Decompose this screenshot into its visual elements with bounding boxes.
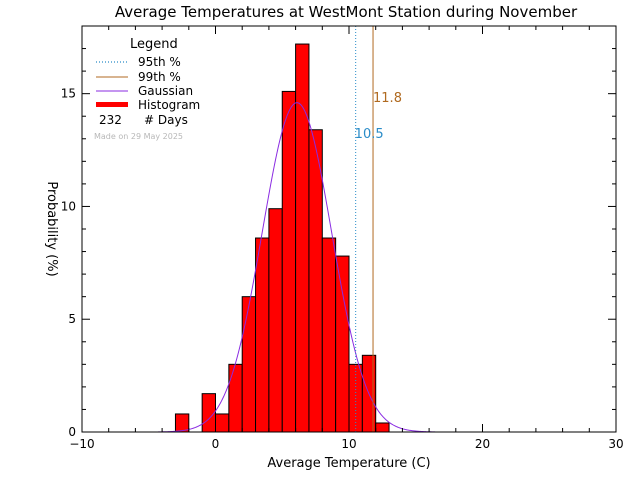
x-tick-label: 20 — [475, 437, 490, 451]
histogram-bar — [174, 413, 190, 433]
histogram-bar — [228, 363, 243, 433]
histogram-bar — [255, 237, 270, 433]
y-axis: 0 5 10 15 — [61, 25, 616, 439]
histogram-bar — [335, 255, 350, 433]
legend: Legend 95th % 99th % Gaussian Histogram … — [94, 37, 200, 141]
p95-label: 10.5 — [355, 127, 384, 142]
histogram-bar — [375, 422, 390, 433]
legend-item-p99: 99th % — [138, 70, 181, 84]
histogram-bar — [215, 413, 230, 433]
y-tick-label: 15 — [61, 87, 76, 101]
x-tick-label: −10 — [69, 437, 94, 451]
histogram-bar — [241, 296, 257, 433]
x-axis: −10 0 10 20 30 — [69, 26, 624, 451]
chart-title: Average Temperatures at WestMont Station… — [115, 3, 578, 21]
x-tick-label: 30 — [608, 437, 623, 451]
y-axis-label: Probability (%) — [44, 181, 59, 276]
y-tick-label: 10 — [61, 199, 76, 213]
histogram-bar — [201, 393, 216, 433]
legend-item-histogram: Histogram — [138, 98, 200, 112]
legend-days-count: 232 — [99, 113, 122, 127]
x-tick-label: 0 — [212, 437, 220, 451]
legend-swatch-histogram — [96, 102, 128, 107]
p99-label: 11.8 — [373, 91, 402, 106]
x-axis-label: Average Temperature (C) — [267, 456, 430, 471]
gaussian-curve — [158, 102, 436, 433]
legend-item-gaussian: Gaussian — [138, 84, 193, 98]
histogram-bar — [308, 129, 323, 433]
legend-days-label: # Days — [144, 113, 188, 127]
legend-title: Legend — [130, 37, 178, 52]
histogram-bar — [295, 43, 310, 433]
histogram-bar — [321, 237, 337, 433]
histogram-bar — [281, 90, 297, 433]
histogram-bars — [174, 43, 390, 433]
y-tick-label: 5 — [68, 312, 76, 326]
histogram-bar — [268, 208, 283, 433]
legend-item-p95: 95th % — [138, 55, 181, 69]
y-tick-label: 0 — [68, 425, 76, 439]
footnote: Made on 29 May 2025 — [94, 132, 183, 141]
x-tick-label: 10 — [341, 437, 356, 451]
